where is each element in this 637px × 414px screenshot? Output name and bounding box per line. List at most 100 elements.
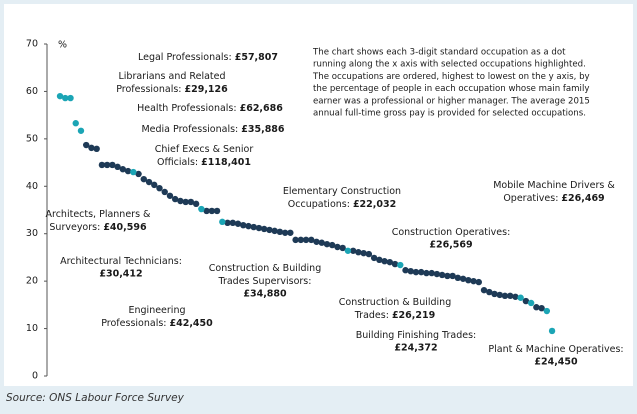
dot: [297, 236, 305, 244]
dot: [287, 229, 294, 236]
annotation-label: Elementary Construction: [283, 186, 401, 197]
dot: [276, 228, 284, 236]
annotation-pay: £26,469: [561, 193, 604, 204]
annotation-label: Officials:: [157, 157, 198, 168]
dot: [103, 161, 111, 169]
annotation-text: Engineering: [129, 305, 186, 316]
annotation-text: Occupations: £22,032: [288, 199, 396, 210]
annotation-text: Construction & Building: [339, 297, 451, 308]
dot: [407, 267, 414, 275]
annotation-label: Surveyors:: [49, 222, 100, 233]
dot: [533, 304, 540, 311]
dot: [93, 145, 100, 153]
dot: [266, 226, 273, 234]
annotation-pay: £24,372: [394, 343, 437, 354]
annotation-text: Operatives: £26,469: [503, 193, 604, 204]
dot: [182, 198, 189, 206]
y-tick-label: 40: [26, 181, 38, 192]
y-tick-label: 20: [26, 276, 38, 287]
dot: [292, 236, 299, 244]
annotation-text: Health Professionals: £62,686: [137, 103, 283, 114]
dot: [334, 243, 341, 251]
dot: [522, 297, 530, 305]
annotation-text: Media Professionals: £35,886: [141, 124, 284, 135]
annotation-pay: £30,412: [99, 269, 142, 280]
annotation-text: Legal Professionals: £57,807: [138, 52, 278, 63]
dot: [496, 291, 503, 299]
dot: [339, 244, 346, 252]
dot: [543, 307, 551, 315]
annotation-label: Plant & Machine Operatives:: [488, 344, 623, 355]
dot: [418, 268, 425, 276]
y-axis-label: %: [58, 40, 67, 51]
dot: [151, 181, 158, 189]
dot: [83, 141, 90, 149]
dot: [349, 247, 357, 254]
dot: [423, 269, 430, 277]
dot: [255, 224, 263, 232]
annotation-text: Surveyors: £40,596: [49, 222, 147, 233]
dot: [465, 276, 472, 284]
dot: [161, 188, 168, 196]
dot: [156, 184, 163, 192]
annotation-label: Health Professionals:: [137, 103, 236, 114]
dot: [444, 272, 451, 280]
dot: [486, 288, 493, 296]
source: Source: ONS Labour Force Survey: [6, 392, 185, 404]
dot: [370, 254, 378, 262]
dot: [302, 236, 310, 244]
annotation-label: Architectural Technicians:: [60, 256, 182, 267]
dot: [124, 167, 132, 175]
annotation-pay: £22,032: [353, 199, 396, 210]
annotation-label: Trades:: [354, 310, 389, 321]
dot: [72, 120, 79, 127]
note-line: annual full-time gross pay is provided f…: [313, 109, 586, 119]
note-line: The occupations are ordered, highest to …: [312, 72, 590, 82]
dot: [77, 127, 85, 134]
y-tick-label: 0: [32, 371, 38, 382]
y-tick-label: 50: [26, 133, 38, 144]
note-line: The chart shows each 3-digit standard oc…: [312, 48, 566, 58]
dot: [491, 290, 498, 298]
dot: [402, 267, 409, 274]
y-tick-label: 70: [26, 39, 38, 50]
dot: [391, 260, 399, 268]
annotation-label: Engineering: [129, 305, 186, 316]
dot: [203, 207, 210, 215]
dot: [459, 275, 467, 282]
annotation-label: Librarians and Related: [118, 71, 225, 82]
y-tick-label: 30: [26, 228, 38, 239]
annotation-pay: £57,807: [235, 52, 278, 63]
annotation-pay: £29,126: [184, 84, 228, 95]
dot: [171, 195, 179, 203]
annotation-text: Plant & Machine Operatives:: [488, 344, 623, 355]
dot: [140, 175, 147, 183]
y-tick-label: 10: [26, 323, 38, 334]
dot: [177, 197, 184, 205]
dot: [271, 227, 278, 235]
dot: [281, 229, 289, 236]
dot: [166, 192, 174, 199]
annotation-pay: £62,686: [240, 103, 284, 114]
dot: [67, 94, 74, 102]
dot: [433, 270, 441, 278]
annotation-pay: £42,450: [169, 318, 213, 329]
annotation-pay: £26,219: [392, 310, 435, 321]
dot: [240, 221, 247, 229]
annotation-label: Occupations:: [288, 199, 350, 210]
annotation-label: Media Professionals:: [141, 124, 238, 135]
dot: [234, 220, 242, 227]
dot: [114, 163, 121, 171]
annotation-pay: £26,569: [429, 240, 472, 251]
annotation-pay: £34,880: [243, 289, 287, 300]
dot: [318, 239, 325, 246]
dot: [412, 268, 420, 276]
dot: [245, 222, 252, 230]
dot: [56, 92, 64, 100]
dot: [323, 240, 331, 248]
annotation-text: Elementary Construction: [283, 186, 401, 197]
dot: [344, 247, 352, 254]
annotation-text: Professionals: £29,126: [116, 84, 228, 95]
dot: [428, 269, 435, 277]
annotation-text: Construction & Building: [209, 263, 321, 274]
